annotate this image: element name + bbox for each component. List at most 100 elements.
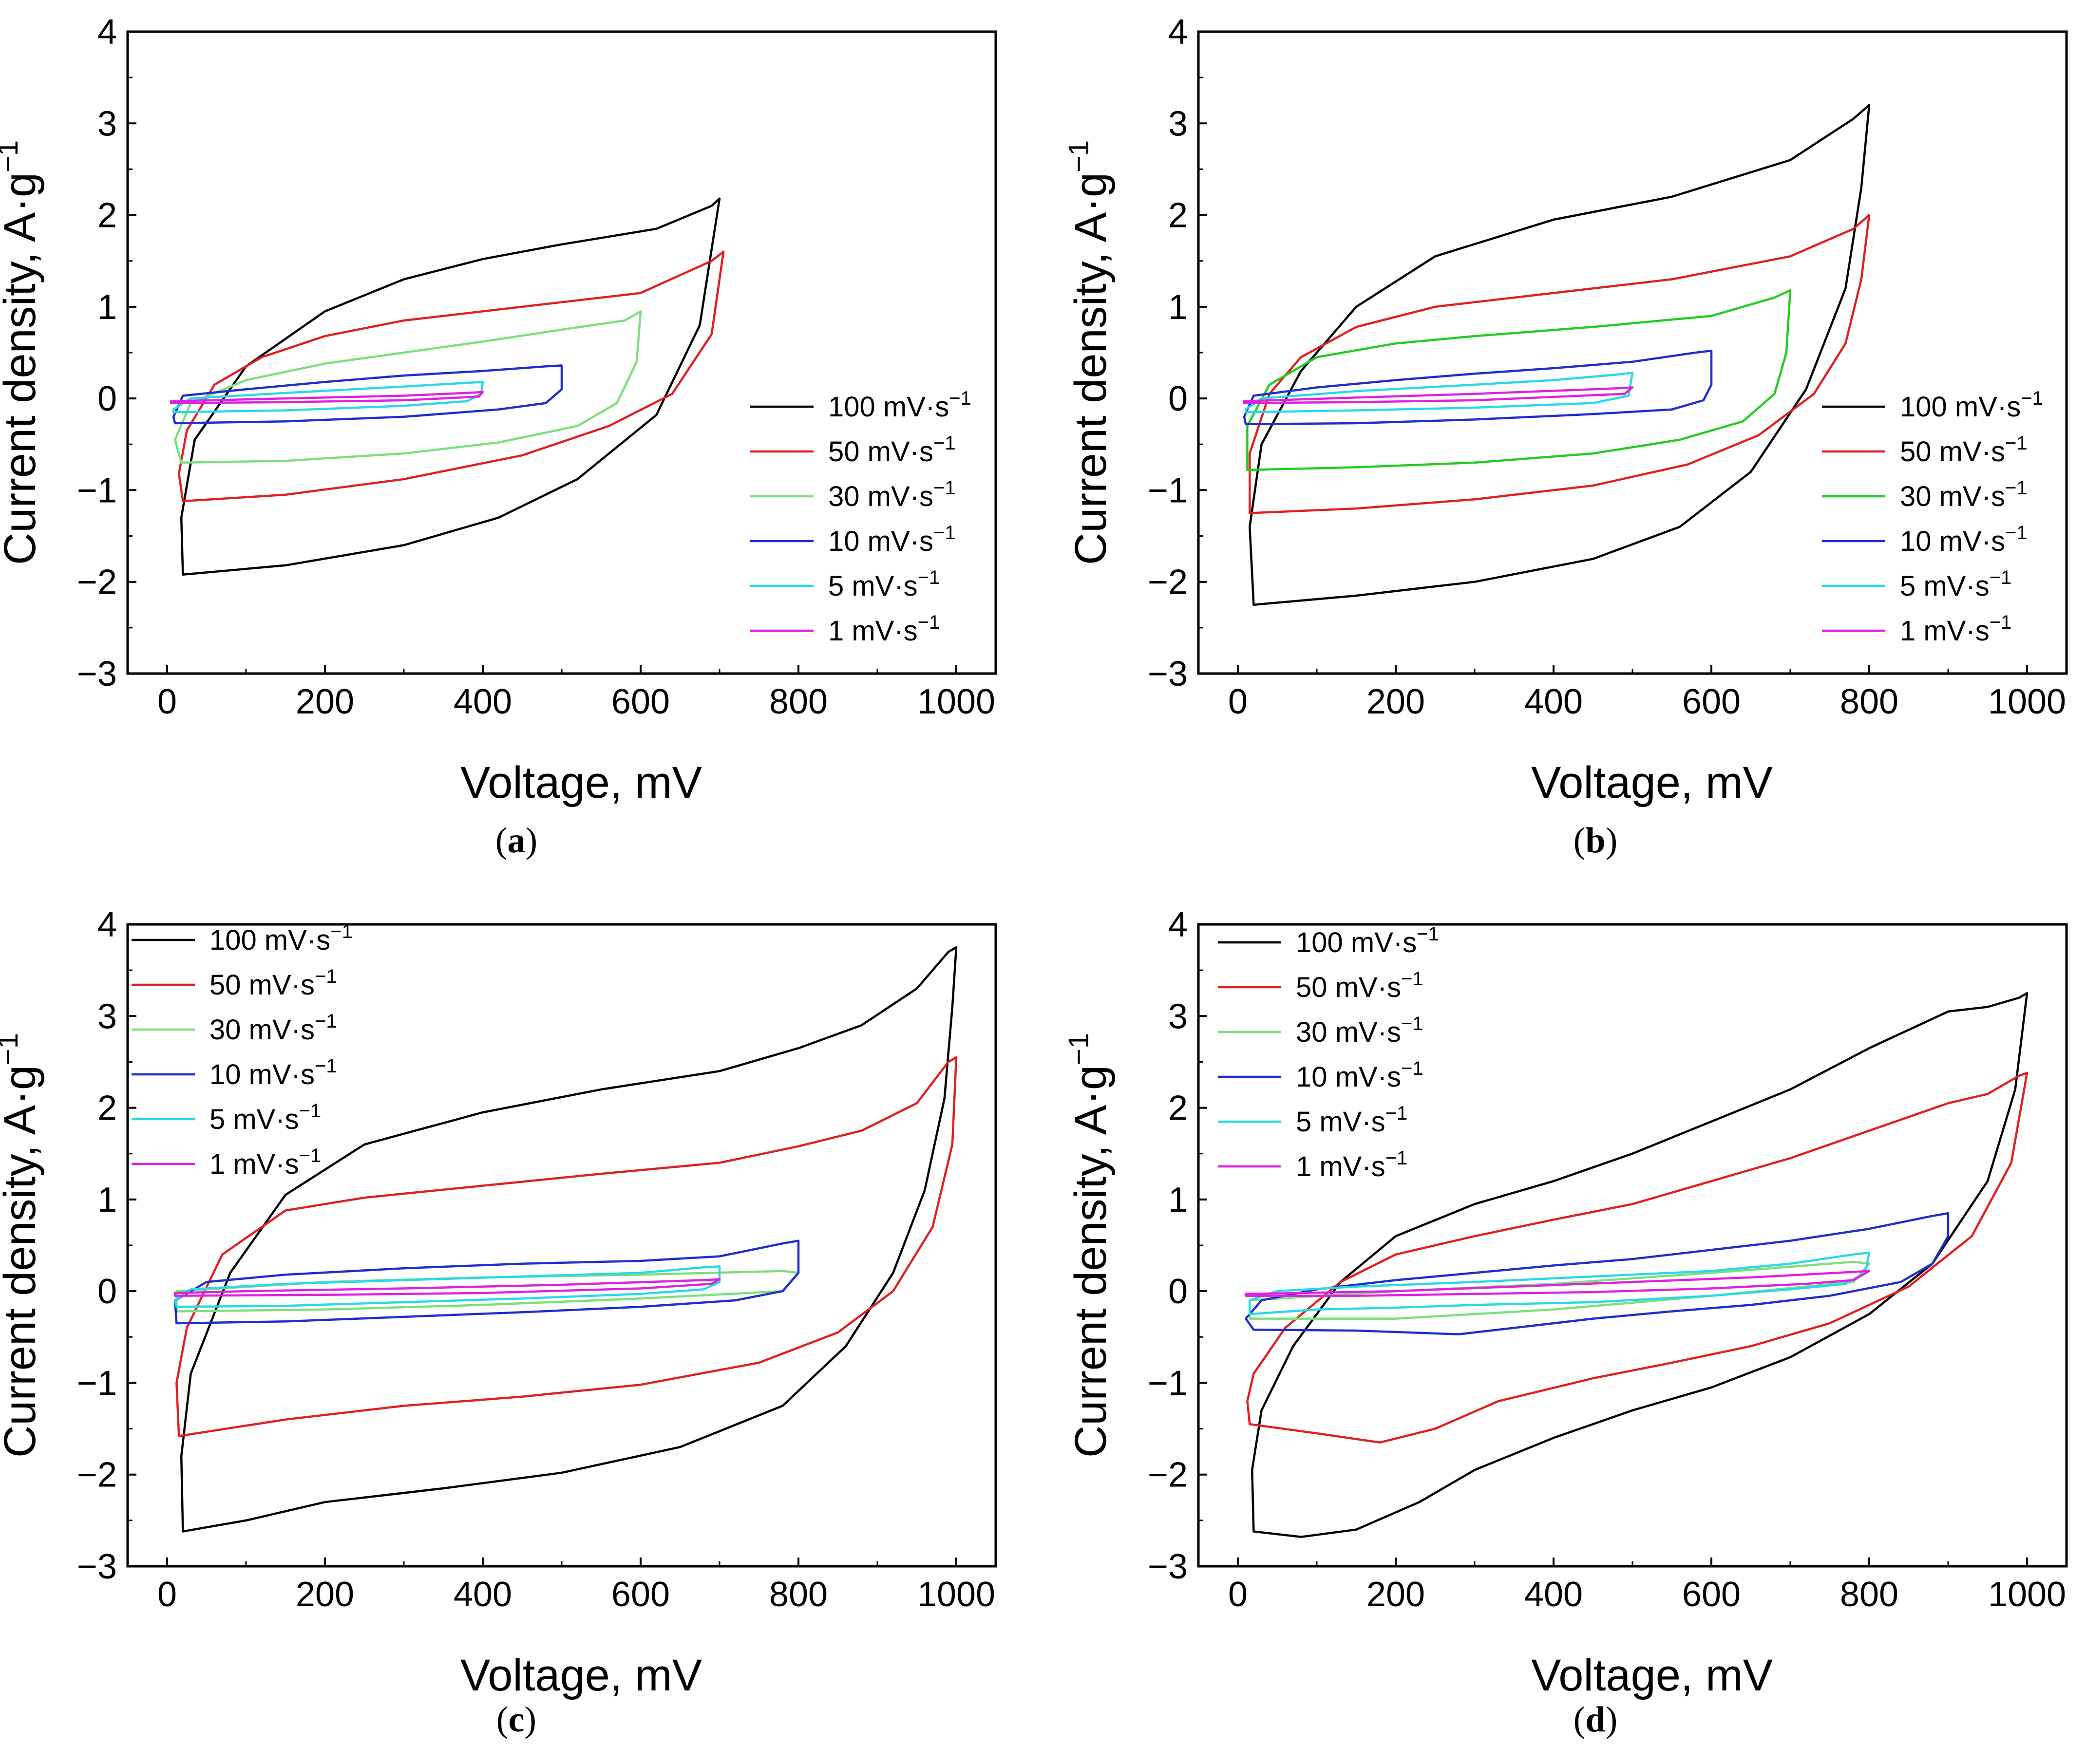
legend-label: 1 mV·s−1 <box>828 612 940 647</box>
y-axis-label: Current density, A·g−1 <box>0 140 45 565</box>
y-axis-label: Current density, A·g−1 <box>0 1033 45 1458</box>
legend-label: 50 mV·s−1 <box>1900 432 2028 468</box>
legend-label: 100 mV·s−1 <box>209 921 353 956</box>
panel-c: 0 200 400 600 800 1000 −3 −2 −1 0 1 2 3 4 Voltage, mV C… <box>0 905 997 1740</box>
series-curve-50mvs <box>1246 1071 2029 1444</box>
x-tick-label: 600 <box>1682 1575 1741 1614</box>
y-tick-label: 2 <box>97 196 117 235</box>
x-axis-label: Voltage, mV <box>1531 1651 1773 1700</box>
y-tick-label: 2 <box>1168 196 1188 235</box>
y-tick-label: 1 <box>1168 288 1188 327</box>
series-curve-100mvs <box>1249 104 1871 606</box>
series-curve-1mvs <box>173 1278 721 1297</box>
y-tick-label: −2 <box>77 1456 117 1495</box>
x-tick-label: 0 <box>157 682 177 721</box>
series-curve-100mvs <box>180 197 721 576</box>
y-tick-label: 2 <box>1168 1089 1188 1128</box>
series-curve-1mvs <box>1244 1270 1871 1297</box>
y-tick-label: 0 <box>97 379 117 418</box>
panel-caption: (c) <box>496 1700 536 1740</box>
x-tick-label: 0 <box>1228 682 1248 721</box>
x-axis-label: Voltage, mV <box>460 1651 702 1700</box>
x-tick-label: 1000 <box>917 682 995 721</box>
x-tick-label: 200 <box>1366 1575 1425 1614</box>
legend-label: 1 mV·s−1 <box>1296 1147 1407 1182</box>
y-tick-label: 3 <box>1168 104 1188 143</box>
x-tick-label: 200 <box>296 1575 354 1614</box>
x-tick-label: 800 <box>769 682 828 721</box>
y-tick-label: 0 <box>1168 379 1188 418</box>
y-tick-label: 1 <box>97 1181 117 1220</box>
legend-label: 30 mV·s−1 <box>1900 477 2028 512</box>
series-curve-1mvs <box>1243 386 1634 404</box>
series-curve-1mvs <box>170 391 484 404</box>
legend-label: 30 mV·s−1 <box>1296 1013 1423 1048</box>
y-tick-label: −3 <box>1148 655 1188 694</box>
x-tick-label: 400 <box>1524 1575 1583 1614</box>
y-tick-label: −1 <box>1148 1364 1188 1403</box>
y-axis-label: Current density, A·g−1 <box>1063 1033 1116 1458</box>
x-tick-label: 600 <box>611 682 670 721</box>
series-curve-5mvs <box>1249 1251 1871 1315</box>
series-curve-30mvs <box>173 310 642 464</box>
y-tick-label: −2 <box>1148 1456 1188 1495</box>
series-curve-10mvs <box>172 364 563 425</box>
x-tick-label: 600 <box>611 1575 670 1614</box>
legend-label: 50 mV·s−1 <box>1296 968 1423 1003</box>
y-tick-label: 3 <box>97 997 117 1036</box>
legend-label: 10 mV·s−1 <box>828 522 956 557</box>
legend-label: 5 mV·s−1 <box>1900 567 2011 602</box>
series-curve-100mvs <box>180 946 958 1533</box>
series-curve-100mvs <box>1251 992 2029 1538</box>
x-tick-label: 400 <box>454 682 512 721</box>
x-tick-label: 400 <box>454 1575 512 1614</box>
panel-d: 0 200 400 600 800 1000 −3 −2 −1 0 1 2 3 4 Voltage, mV C… <box>1063 905 2068 1740</box>
y-tick-label: 2 <box>97 1089 117 1128</box>
x-tick-label: 1000 <box>1988 682 2066 721</box>
y-tick-label: −2 <box>1148 563 1188 602</box>
series-curve-50mvs <box>1249 214 1871 514</box>
y-tick-label: −2 <box>77 563 117 602</box>
panel-caption: (a) <box>495 821 537 861</box>
y-tick-label: 4 <box>1168 905 1188 944</box>
x-tick-label: 1000 <box>1988 1575 2066 1614</box>
legend-label: 10 mV·s−1 <box>209 1055 337 1090</box>
panel-a: 0 200 400 600 800 1000 −3 −2 −1 0 1 2 3 4 Voltage, mV C… <box>0 13 997 861</box>
y-tick-label: −3 <box>1148 1547 1188 1586</box>
y-tick-label: −1 <box>77 1364 117 1403</box>
y-tick-label: −3 <box>77 1547 117 1586</box>
x-tick-label: 600 <box>1682 682 1741 721</box>
series-curve-50mvs <box>175 1056 958 1437</box>
x-tick-label: 1000 <box>917 1575 995 1614</box>
legend-label: 10 mV·s−1 <box>1296 1058 1423 1093</box>
x-tick-label: 0 <box>157 1575 177 1614</box>
y-tick-label: 4 <box>1168 13 1188 52</box>
series-curve-5mvs <box>173 1265 721 1308</box>
x-tick-label: 200 <box>296 682 354 721</box>
legend-label: 100 mV·s−1 <box>1296 923 1439 958</box>
legend-label: 10 mV·s−1 <box>1900 522 2028 557</box>
x-tick-label: 200 <box>1366 682 1425 721</box>
y-tick-label: 3 <box>97 104 117 143</box>
x-tick-label: 0 <box>1228 1575 1248 1614</box>
legend-label: 100 mV·s−1 <box>828 388 971 423</box>
legend-label: 1 mV·s−1 <box>209 1145 321 1180</box>
series-curve-30mvs <box>1246 289 1792 471</box>
legend-label: 100 mV·s−1 <box>1900 388 2043 423</box>
y-tick-label: 1 <box>1168 1181 1188 1220</box>
x-tick-label: 800 <box>1840 1575 1898 1614</box>
x-tick-label: 800 <box>1840 682 1898 721</box>
legend-label: 1 mV·s−1 <box>1900 612 2011 647</box>
panel-caption: (d) <box>1574 1700 1617 1740</box>
legend-label: 50 mV·s−1 <box>209 966 337 1001</box>
legend-label: 5 mV·s−1 <box>1296 1103 1407 1138</box>
legend-label: 5 mV·s−1 <box>209 1100 321 1135</box>
y-tick-label: 0 <box>97 1272 117 1311</box>
x-tick-label: 400 <box>1524 682 1583 721</box>
y-tick-label: 4 <box>97 13 117 52</box>
y-tick-label: 1 <box>97 288 117 327</box>
legend-label: 50 mV·s−1 <box>828 432 956 468</box>
series-curve-10mvs <box>1243 349 1713 426</box>
series-curve-10mvs <box>1244 1212 1950 1335</box>
